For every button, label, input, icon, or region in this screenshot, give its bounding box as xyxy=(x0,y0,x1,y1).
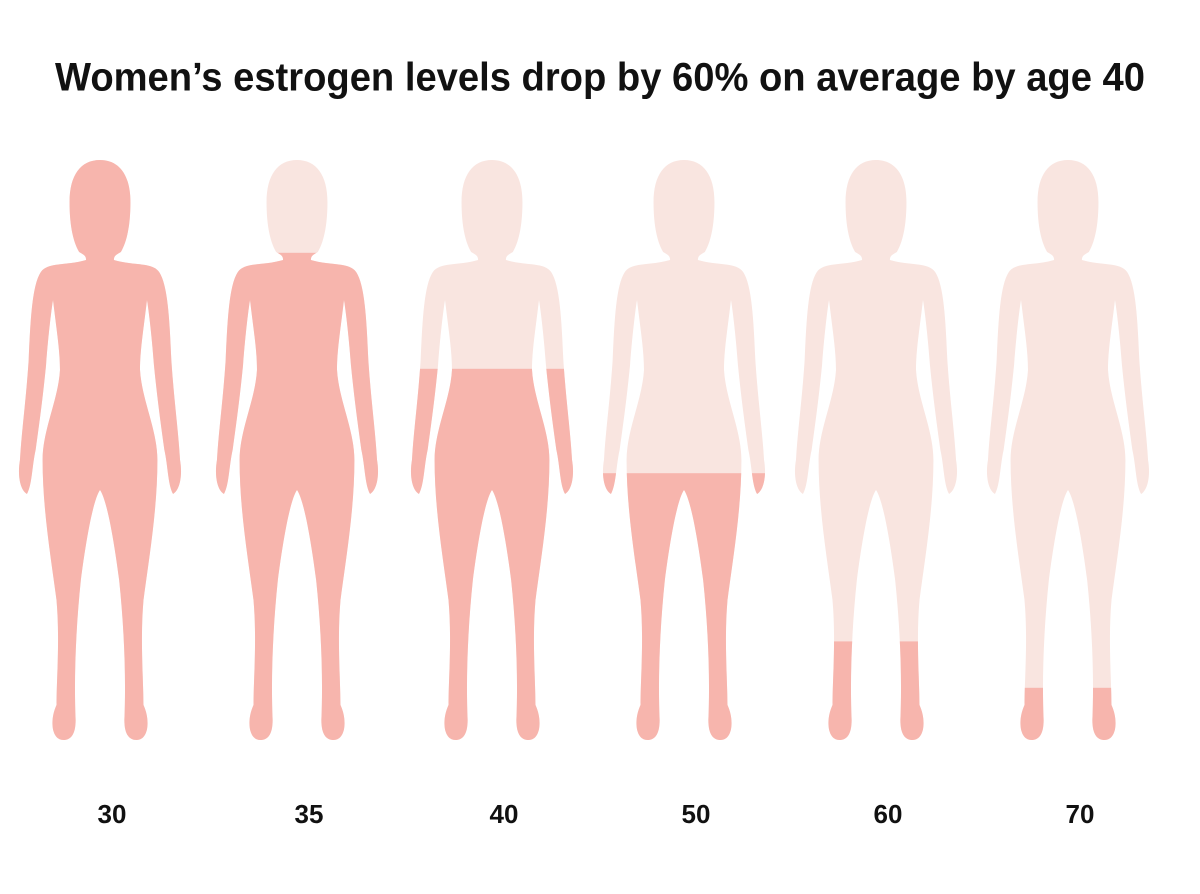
age-label: 40 xyxy=(490,799,519,829)
fill-level xyxy=(986,687,1150,740)
age-label: 50 xyxy=(682,799,711,829)
silhouette xyxy=(794,160,958,740)
fill-level xyxy=(410,368,574,740)
age-label: 30 xyxy=(98,799,127,829)
fill-level xyxy=(18,160,182,740)
age-label: 35 xyxy=(295,799,324,829)
fill-level xyxy=(602,473,766,740)
age-label: 70 xyxy=(1066,799,1095,829)
fill-level xyxy=(215,252,379,740)
chart-title: Women’s estrogen levels drop by 60% on a… xyxy=(55,56,1145,100)
silhouette xyxy=(986,160,1150,740)
silhouette xyxy=(602,160,766,740)
fill-level xyxy=(794,641,958,740)
age-label: 60 xyxy=(874,799,903,829)
